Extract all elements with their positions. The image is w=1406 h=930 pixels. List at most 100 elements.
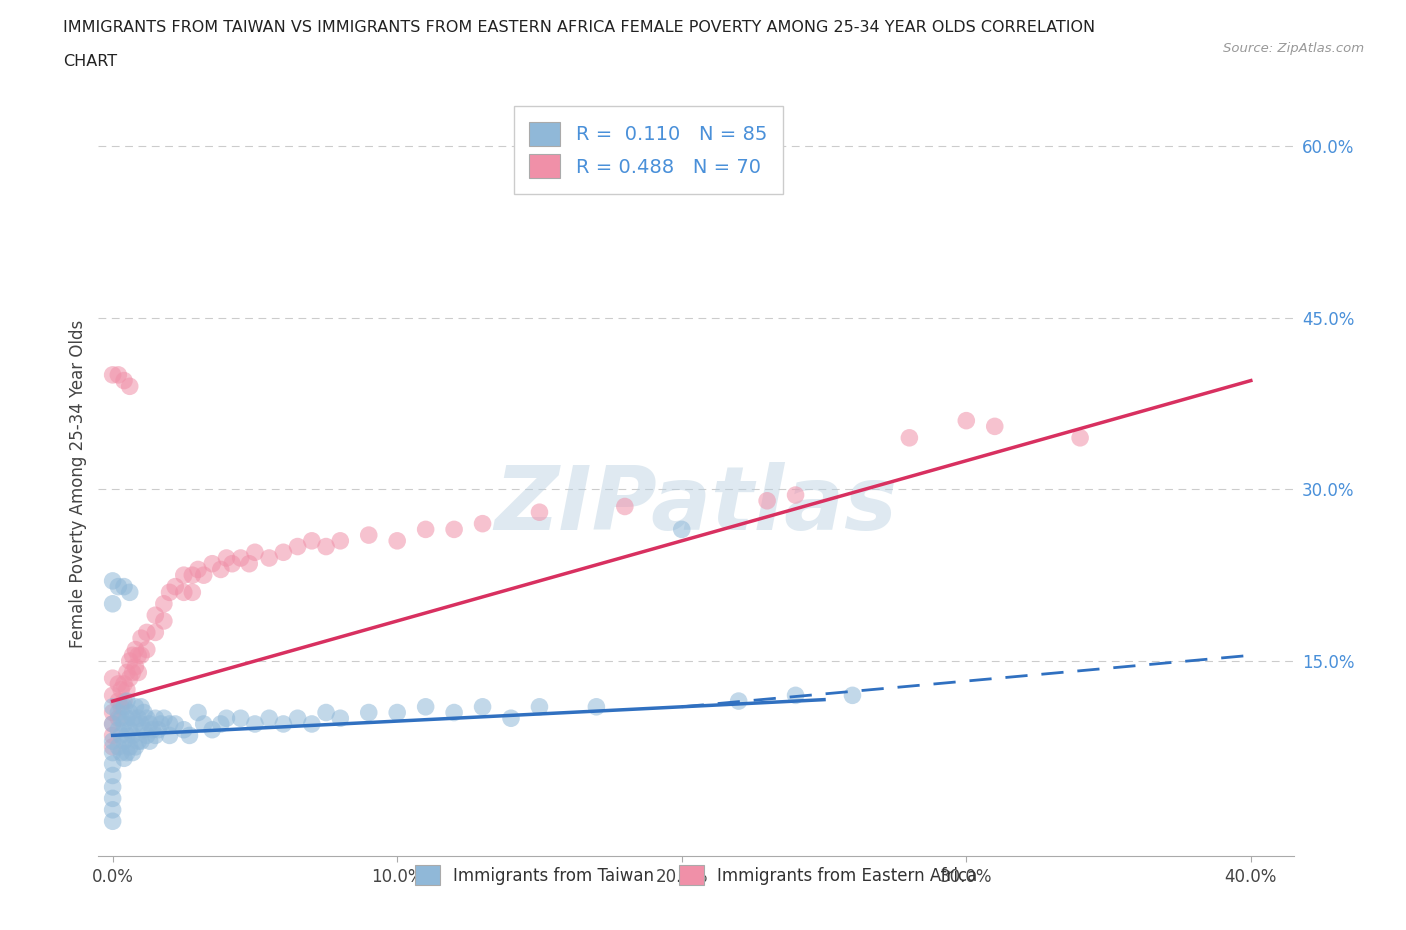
Point [329,534,352,549]
Point [984,418,1007,433]
Point [107,676,129,691]
Point [101,699,124,714]
Point [101,757,124,772]
Point [112,751,135,765]
Point [898,431,921,445]
Point [215,711,238,725]
Point [124,659,146,674]
Point [110,728,132,743]
Point [115,665,138,680]
Point [124,716,146,731]
Point [159,585,181,600]
Point [727,694,749,709]
Text: IMMIGRANTS FROM TAIWAN VS IMMIGRANTS FROM EASTERN AFRICA FEMALE POVERTY AMONG 25: IMMIGRANTS FROM TAIWAN VS IMMIGRANTS FRO… [63,20,1095,35]
Text: ZIPatlas: ZIPatlas [495,462,897,550]
Point [101,367,124,382]
Point [101,790,124,805]
Point [107,711,129,725]
Point [107,694,129,709]
Point [215,551,238,565]
Point [187,705,209,720]
Point [101,671,124,685]
Point [118,671,141,685]
Point [124,739,146,754]
Point [153,596,176,611]
Point [141,723,163,737]
Point [315,539,337,554]
Point [238,556,260,571]
Point [173,567,195,582]
Point [193,716,215,731]
Point [529,699,551,714]
Point [115,745,138,760]
Point [121,728,143,743]
Point [112,699,135,714]
Point [101,814,124,829]
Point [121,665,143,680]
Point [107,723,129,737]
Point [101,688,124,703]
Point [129,648,152,663]
Point [121,711,143,725]
Point [110,699,132,714]
Point [179,728,201,743]
Point [143,711,166,725]
Point [135,642,157,657]
Point [955,413,977,428]
Point [101,705,124,720]
Point [101,574,124,589]
Point [315,705,337,720]
Point [201,723,224,737]
Point [529,505,551,520]
Point [138,716,160,731]
Point [115,694,138,709]
Point [165,716,187,731]
Point [112,734,135,749]
Point [229,711,252,725]
Point [127,711,149,725]
Point [785,487,807,502]
Point [443,522,465,537]
Point [101,803,124,817]
Point [107,705,129,720]
Point [118,723,141,737]
Point [329,711,352,725]
Point [193,567,215,582]
Point [756,493,779,508]
Point [443,705,465,720]
Text: Source: ZipAtlas.com: Source: ZipAtlas.com [1223,42,1364,55]
Point [110,745,132,760]
Point [173,585,195,600]
Point [124,699,146,714]
Point [273,545,295,560]
Point [143,728,166,743]
Point [112,676,135,691]
Point [243,716,266,731]
Point [112,579,135,594]
Point [153,614,176,629]
Point [121,745,143,760]
Point [287,711,309,725]
Point [209,562,232,577]
Point [613,499,636,514]
Point [287,539,309,554]
Point [785,688,807,703]
Point [127,734,149,749]
Point [118,705,141,720]
Point [101,745,124,760]
Point [243,545,266,560]
Point [127,665,149,680]
Text: CHART: CHART [63,54,117,69]
Point [110,683,132,698]
Point [101,716,124,731]
Point [101,768,124,783]
Point [129,699,152,714]
Point [135,728,157,743]
Point [181,567,204,582]
Point [357,705,380,720]
Point [173,723,195,737]
Point [129,734,152,749]
Point [115,728,138,743]
Point [471,699,494,714]
Point [301,716,323,731]
